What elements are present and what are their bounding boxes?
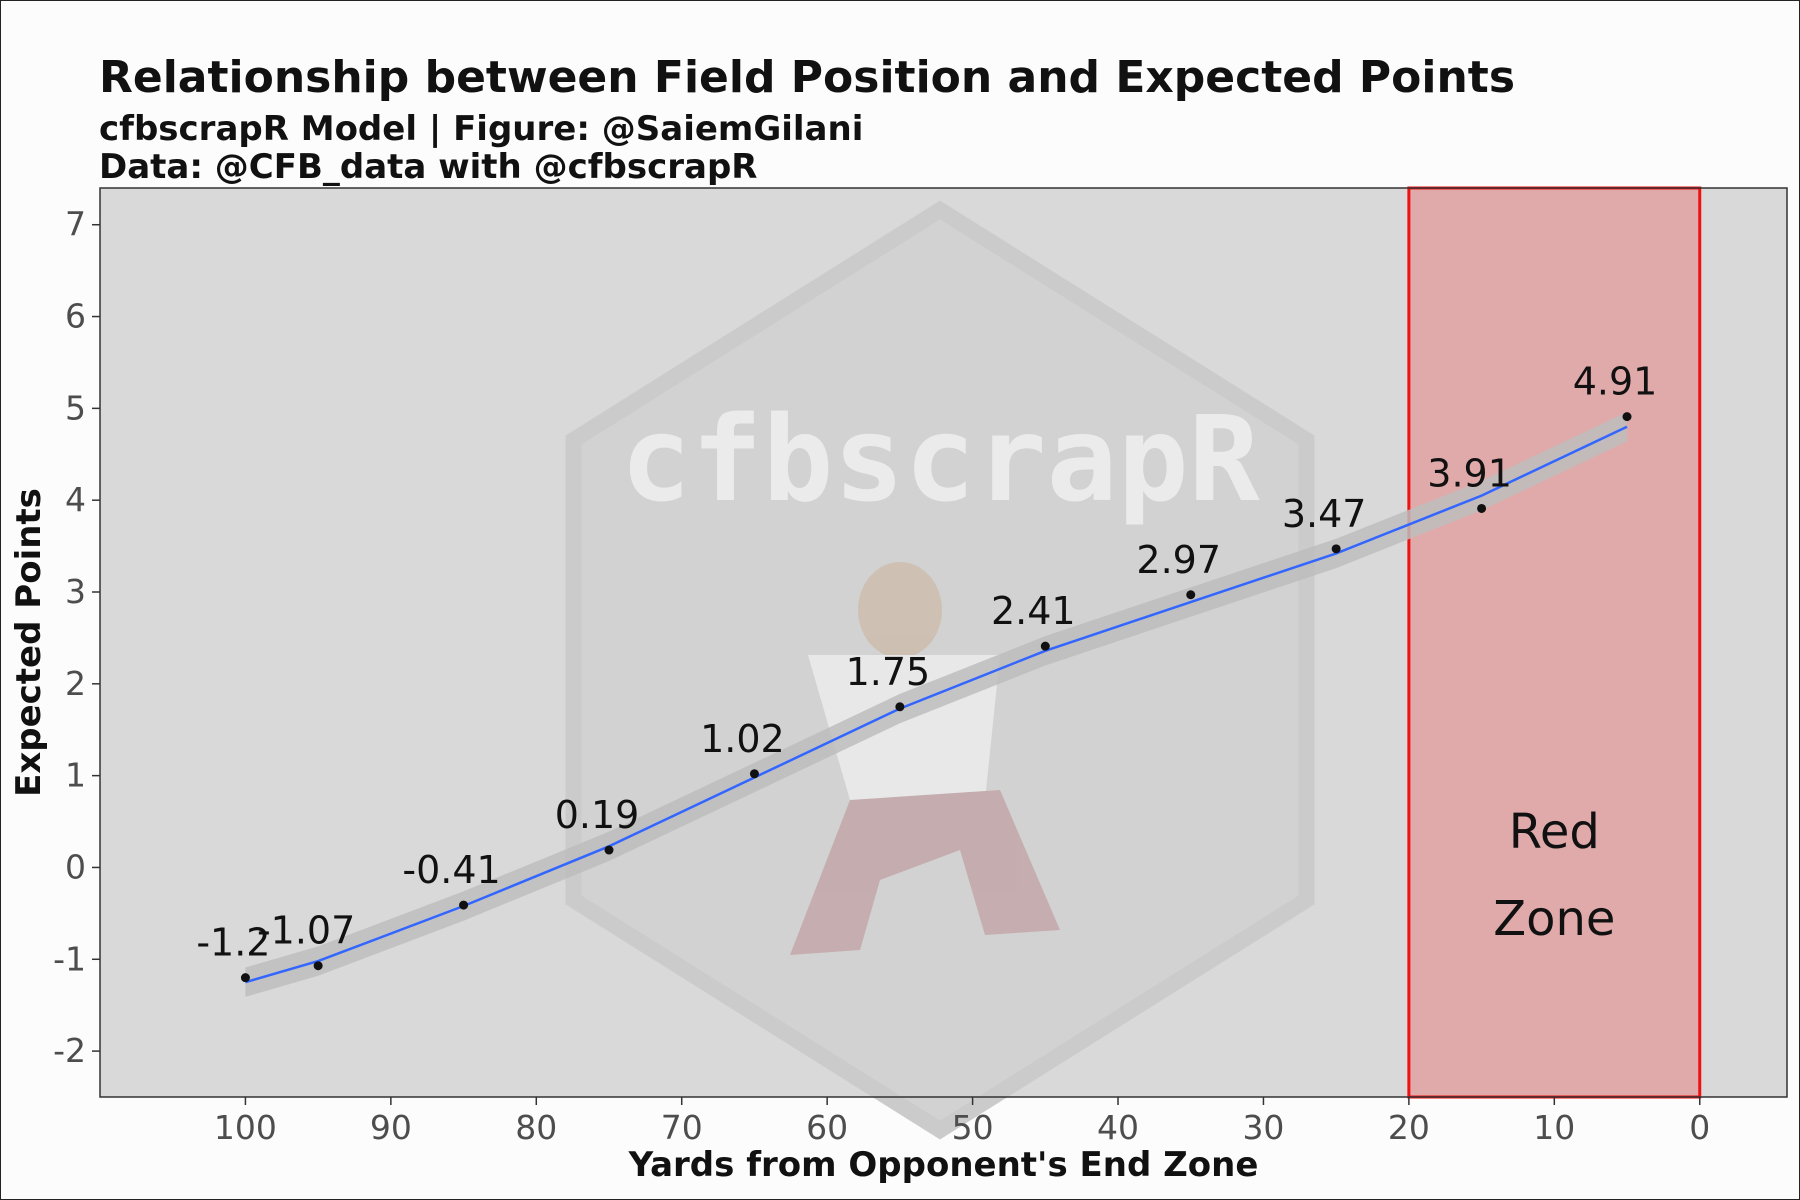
confidence-band <box>245 412 1627 997</box>
data-point <box>240 973 250 983</box>
data-point <box>1186 590 1196 600</box>
watermark-logo: cfbscrapR <box>565 200 1315 1140</box>
red-zone-rect <box>1407 186 1702 1099</box>
x-tick-label: 0 <box>1689 1108 1710 1147</box>
data-label: 1.02 <box>700 717 785 761</box>
data-label: 0.19 <box>555 793 640 837</box>
chart-subtitle-1: cfbscrapR Model | Figure: @SaiemGilani <box>99 109 864 149</box>
data-point <box>459 900 469 910</box>
x-axis: 100 90 80 70 60 50 40 30 20 10 0 <box>214 1097 1710 1147</box>
data-label: 3.91 <box>1427 451 1512 495</box>
y-tick-label: 0 <box>65 847 86 886</box>
data-labels: -1.2-1.07 -0.41 0.19 1.02 1.75 2.41 2.97 3.47 3.… <box>196 360 1657 965</box>
x-tick-label: 60 <box>806 1108 848 1147</box>
red-zone-label-line-1: Red <box>1509 804 1600 860</box>
x-tick-label: 10 <box>1533 1108 1575 1147</box>
data-points <box>240 412 1632 983</box>
x-tick-label: 40 <box>1097 1108 1139 1147</box>
data-point <box>895 702 905 712</box>
data-label: 3.47 <box>1282 492 1367 536</box>
data-point <box>1622 412 1632 422</box>
data-point <box>1040 641 1050 651</box>
y-tick-label: -2 <box>53 1031 86 1070</box>
data-label: 2.97 <box>1136 538 1221 582</box>
data-label: -0.41 <box>402 848 500 892</box>
x-tick-label: 100 <box>214 1108 277 1147</box>
data-point <box>749 769 759 779</box>
y-axis-title: Expected Points <box>9 488 49 797</box>
data-label: 2.41 <box>991 589 1076 633</box>
y-tick-label: 1 <box>65 756 86 795</box>
x-tick-label: 20 <box>1388 1108 1430 1147</box>
x-tick-label: 70 <box>661 1108 703 1147</box>
data-label: -1.07 <box>257 909 355 953</box>
x-tick-label: 80 <box>515 1108 557 1147</box>
y-tick-label: 4 <box>65 480 86 519</box>
y-tick-label: 3 <box>65 572 86 611</box>
title-block: Relationship between Field Position and … <box>99 46 1515 186</box>
data-point <box>604 845 614 855</box>
watermark-head <box>858 562 942 658</box>
data-label: 1.75 <box>846 650 931 694</box>
plot-panel-border <box>99 187 1788 1098</box>
data-label: 4.91 <box>1573 360 1658 404</box>
y-tick-label: 6 <box>65 297 86 336</box>
y-axis: -2 -1 0 1 2 3 4 5 6 7 <box>53 205 100 1070</box>
x-tick-label: 50 <box>952 1108 994 1147</box>
x-tick-label: 30 <box>1242 1108 1284 1147</box>
data-label: -1.2 <box>196 921 270 965</box>
watermark-legs <box>790 790 1060 955</box>
y-tick-label: -1 <box>53 939 86 978</box>
y-tick-label: 5 <box>65 388 86 427</box>
chart-title: Relationship between Field Position and … <box>99 52 1516 103</box>
data-point <box>313 961 323 971</box>
watermark-text: cfbscrapR <box>620 390 1260 528</box>
red-zone-annotation: Red Zone <box>1407 186 1702 1099</box>
y-tick-label: 2 <box>65 664 86 703</box>
data-point <box>1331 544 1341 554</box>
chart-subtitle-2: Data: @CFB_data with @cfbscrapR <box>99 147 758 187</box>
x-tick-label: 90 <box>370 1108 412 1147</box>
x-axis-title: Yards from Opponent's End Zone <box>628 1145 1259 1185</box>
data-point <box>1477 503 1487 513</box>
red-zone-label-line-2: Zone <box>1493 891 1615 947</box>
y-tick-label: 7 <box>65 205 86 244</box>
